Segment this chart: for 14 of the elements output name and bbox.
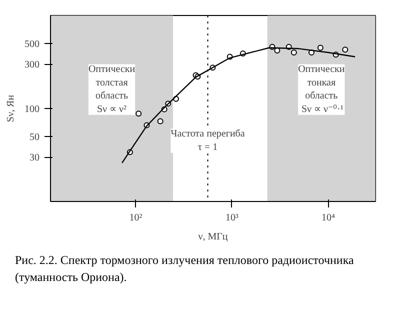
annotation: Частота перегиба τ = 1	[170, 128, 246, 153]
x-tick-label: 10²	[129, 212, 142, 224]
x-axis-title: ν, МГц	[198, 232, 228, 242]
x-tick-label: 10⁴	[321, 212, 336, 224]
y-tick-label: 50	[30, 132, 40, 143]
y-tick-label: 500	[24, 38, 40, 50]
y-axis-title: Sν, Ян	[6, 94, 16, 122]
band-label: Оптически толстая область Sν ∝ ν²	[88, 64, 136, 115]
text: Рис. 2.2. Спектр тормозного излучения теплового радиоисточника (туманность Ориона).	[14, 252, 354, 286]
y-tick-label: 30	[30, 152, 40, 164]
y-tick-label: 100	[24, 104, 40, 115]
y-tick-label: 300	[24, 60, 40, 71]
x-tick-label: 10³	[225, 212, 238, 224]
band-label: Оптически тонкая область Sν ∝ ν⁻⁰·¹	[298, 64, 346, 115]
